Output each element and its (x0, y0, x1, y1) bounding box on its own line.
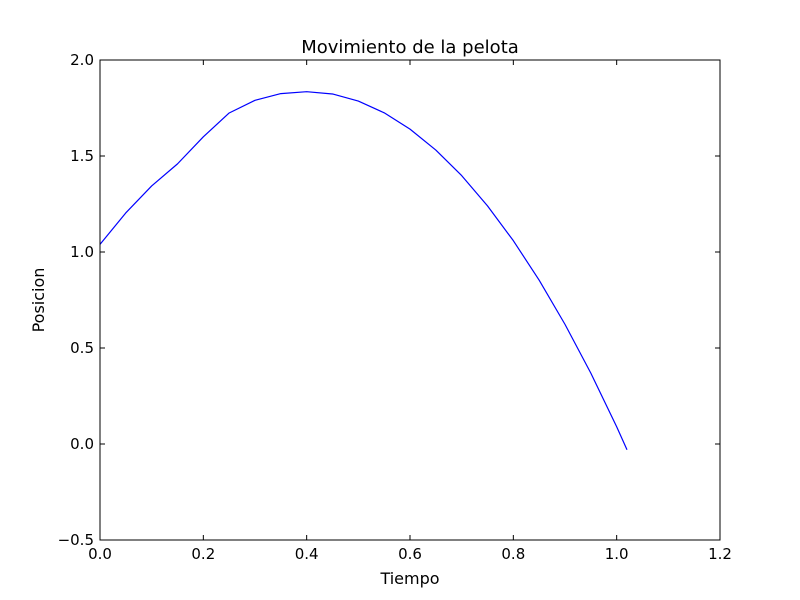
chart-title: Movimiento de la pelota (301, 37, 519, 58)
x-tick-label: 0.4 (295, 545, 319, 563)
x-axis-label: Tiempo (379, 569, 439, 588)
plot-frame (99, 59, 721, 541)
y-tick-label: 0.5 (70, 339, 94, 357)
x-tick-label: 1.2 (708, 545, 732, 563)
series-line (99, 91, 628, 451)
x-tick-label: 1.0 (605, 545, 629, 563)
y-tick-label: 1.0 (70, 243, 94, 261)
y-tick-label: −0.5 (58, 531, 94, 549)
x-tick-label: 0.6 (398, 545, 422, 563)
y-tick-label: 2.0 (70, 51, 94, 69)
y-axis-label: Posicion (29, 268, 48, 333)
x-tick-label: 0.2 (191, 545, 215, 563)
x-tick-label: 0.0 (88, 545, 112, 563)
y-tick-label: 0.0 (70, 435, 94, 453)
x-tick-label: 0.8 (501, 545, 525, 563)
axis-ticks: 0.0 0.2 0.4 0.6 0.8 1.0 1.2−0.50.00.51.01.52.0 (58, 51, 732, 563)
plot-area (99, 91, 628, 451)
y-tick-label: 1.5 (70, 147, 94, 165)
